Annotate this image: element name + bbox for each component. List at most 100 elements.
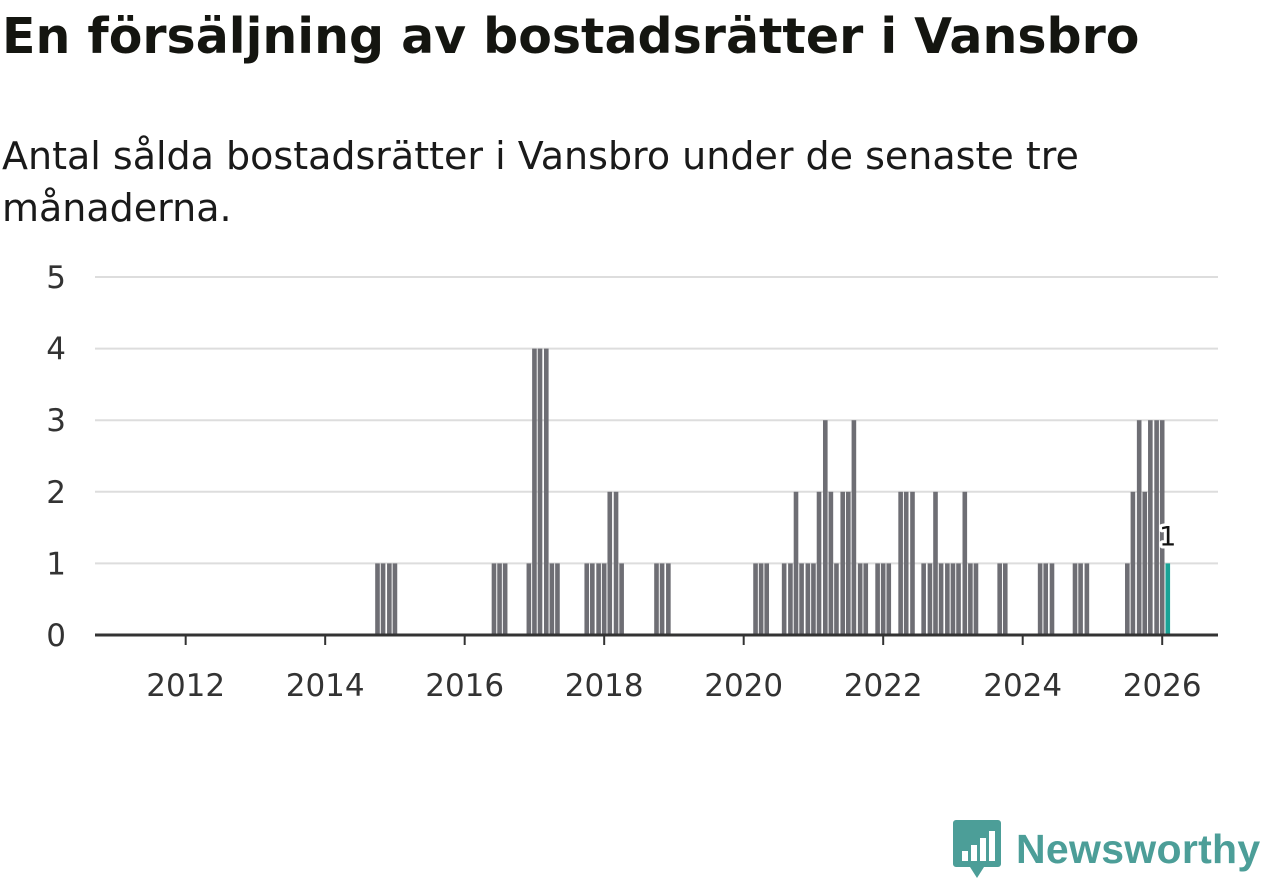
bar xyxy=(543,348,549,635)
chart-subtitle: Antal sålda bostadsrätter i Vansbro unde… xyxy=(2,134,1079,230)
x-tick-label: 2026 xyxy=(1123,668,1202,704)
bar xyxy=(793,491,799,635)
bar xyxy=(1125,563,1130,635)
newsworthy-logo-icon xyxy=(953,820,1001,878)
bar xyxy=(898,491,903,635)
x-tick-label: 2018 xyxy=(565,668,644,704)
bar xyxy=(1159,420,1165,635)
bar xyxy=(532,348,537,635)
highlight-bar xyxy=(1165,563,1171,635)
bar xyxy=(938,563,944,635)
bar xyxy=(997,563,1002,635)
x-tick-label: 2012 xyxy=(146,668,225,704)
bar xyxy=(502,563,508,635)
bar xyxy=(659,563,665,635)
bar xyxy=(1142,491,1148,635)
bar xyxy=(497,563,502,635)
bar xyxy=(863,563,869,635)
newsworthy-logo[interactable]: Newsworthy xyxy=(952,818,1261,880)
bar xyxy=(387,563,392,635)
bar xyxy=(601,563,607,635)
bar xyxy=(526,563,532,635)
bar xyxy=(886,563,892,635)
y-tick-label: 5 xyxy=(46,260,66,296)
y-tick-label: 2 xyxy=(46,475,66,511)
bar xyxy=(903,491,909,635)
bar xyxy=(840,491,846,635)
bar xyxy=(1136,420,1142,635)
bar xyxy=(590,563,595,635)
bar xyxy=(607,491,613,635)
bar xyxy=(945,563,950,635)
bar xyxy=(1037,563,1043,635)
bar xyxy=(851,420,857,635)
x-tick-label: 2022 xyxy=(844,668,923,704)
bar xyxy=(834,563,839,635)
annotations: 1 xyxy=(1156,518,1179,555)
bar xyxy=(549,563,555,635)
y-tick-label: 4 xyxy=(46,332,66,368)
bar xyxy=(753,563,758,635)
bars xyxy=(375,348,1171,635)
bar xyxy=(788,563,793,635)
chart-title: En försäljning av bostadsrätter i Vansbr… xyxy=(2,8,1140,65)
highlight-data-label: 1 xyxy=(1159,521,1176,552)
bar xyxy=(927,563,933,635)
bar xyxy=(537,348,543,635)
bar xyxy=(619,563,624,635)
bar xyxy=(758,563,764,635)
bar xyxy=(596,563,601,635)
x-tick-label: 2016 xyxy=(425,668,504,704)
bar xyxy=(1084,563,1090,635)
bar xyxy=(950,563,956,635)
bar xyxy=(933,491,938,635)
bar xyxy=(799,563,804,635)
y-tick-label: 3 xyxy=(46,403,66,439)
bar xyxy=(910,491,915,635)
bar xyxy=(555,563,560,635)
bar xyxy=(805,563,811,635)
bar xyxy=(1072,563,1078,635)
bar xyxy=(375,563,380,635)
bar xyxy=(962,491,968,635)
bar xyxy=(613,491,619,635)
x-axis xyxy=(95,633,1218,645)
bar xyxy=(816,491,822,635)
bar xyxy=(1043,563,1049,635)
bar xyxy=(1130,491,1136,635)
bar xyxy=(781,563,787,635)
bar xyxy=(584,563,590,635)
bar xyxy=(1049,563,1055,635)
y-tick-label: 0 xyxy=(46,618,66,654)
bar xyxy=(491,563,497,635)
bar xyxy=(956,563,961,635)
bar xyxy=(921,563,926,635)
bar xyxy=(822,420,828,635)
bar xyxy=(1154,420,1159,635)
bar xyxy=(392,563,398,635)
bar xyxy=(846,491,851,635)
bar xyxy=(968,563,973,635)
bar xyxy=(828,491,834,635)
bar xyxy=(764,563,770,635)
bar xyxy=(811,563,816,635)
bar xyxy=(666,563,671,635)
x-tick-label: 2014 xyxy=(286,668,365,704)
bar xyxy=(654,563,659,635)
bar xyxy=(880,563,886,635)
x-axis-labels: 2012 2014 2016 2018 2020 2022 2024 2026 xyxy=(146,668,1201,704)
bar xyxy=(1148,420,1153,635)
bar xyxy=(857,563,863,635)
bar xyxy=(380,563,386,635)
bar xyxy=(973,563,979,635)
x-tick-label: 2024 xyxy=(983,668,1062,704)
bar xyxy=(875,563,880,635)
y-tick-label: 1 xyxy=(46,546,66,582)
brand-name: Newsworthy xyxy=(1016,825,1261,872)
bar xyxy=(1078,563,1083,635)
gridlines xyxy=(95,276,1218,565)
x-tick-label: 2020 xyxy=(704,668,783,704)
bar xyxy=(1002,563,1008,635)
y-axis-labels: 0 1 2 3 4 5 xyxy=(46,260,66,654)
